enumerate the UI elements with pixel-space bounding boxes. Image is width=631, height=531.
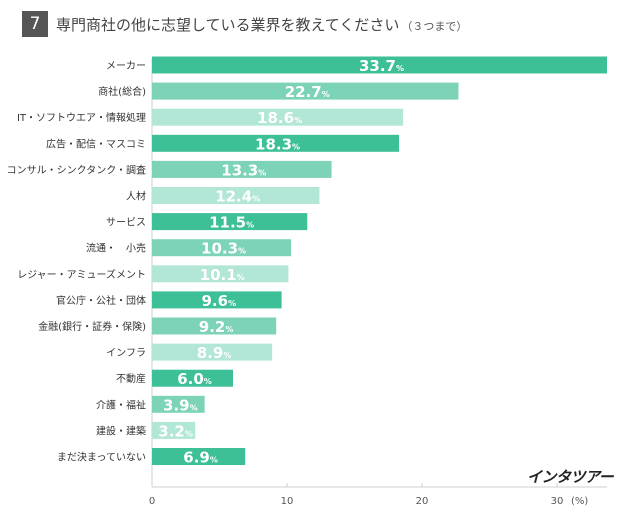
value-label: 33.7% [359,57,404,75]
question-number-badge: 7 [22,11,48,37]
chart-title-text: 専門商社の他に志望している業界を教えてください [56,15,400,34]
value-label: 10.3% [201,240,246,258]
bar [152,187,320,204]
category-label: 広告・配信・マスコミ [46,137,146,150]
value-label: 8.9% [197,344,232,362]
value-label: 9.6% [202,292,237,310]
bar [152,421,196,439]
value-label: 22.7% [285,83,330,101]
value-label: 3.2% [158,422,193,440]
chart-title-note: （３つまで） [401,19,468,33]
category-label: サービス [106,217,146,229]
value-label: 3.9% [163,396,198,414]
category-label: 不動産 [116,372,146,385]
value-label: 9.2% [199,318,234,336]
bar [152,239,292,257]
chart-header: 7 専門商社の他に志望している業界を教えてください （３つまで） [22,11,467,37]
category-label: 建設・建築 [96,424,146,437]
category-label: 人材 [126,190,146,203]
bar [152,343,273,361]
brand-logo: インタツアー [527,468,614,486]
bar [152,108,404,126]
category-label: IT・ソフトウエア・情報処理 [17,111,146,124]
value-label: 18.6% [257,109,302,127]
x-tick-label: 0 [149,496,155,507]
category-label: インフラ [106,347,146,359]
category-label: まだ決まっていない [57,452,146,464]
category-label: 金融(銀行・証券・保険) [38,320,146,333]
bar [152,291,282,309]
category-label: 介護・福祉 [96,398,146,411]
bar [152,369,234,387]
category-label: 流通・ 小売 [86,242,146,255]
value-label: 11.5% [209,214,254,232]
value-label: 6.0% [177,370,212,388]
bar [152,56,607,74]
x-tick-label: 30 [551,496,564,507]
bar [152,317,277,335]
bar [152,395,205,413]
x-tick-label: 10 [281,496,294,507]
category-label: コンサル・シンクタンク・調査 [7,163,146,176]
category-label: レジャー・アミューズメント [17,268,146,281]
category-label: メーカー [106,60,146,72]
bar [152,213,308,231]
x-tick-label: 20 [416,496,429,507]
bar [152,265,289,283]
value-label: 13.3% [221,161,266,179]
value-label: 6.9% [183,449,218,467]
bar [152,82,459,100]
value-label: 18.3% [255,135,300,153]
bar [152,160,332,178]
value-label: 12.4% [215,188,260,206]
bar [152,448,246,465]
bar [152,134,400,152]
category-label: 商社(総合) [98,85,146,98]
category-label: 官公庁・公社・団体 [56,294,146,307]
chart-title: 専門商社の他に志望している業界を教えてください （３つまで） [56,14,467,35]
x-axis-unit-label: (%) [571,496,588,507]
value-label: 10.1% [200,266,245,284]
